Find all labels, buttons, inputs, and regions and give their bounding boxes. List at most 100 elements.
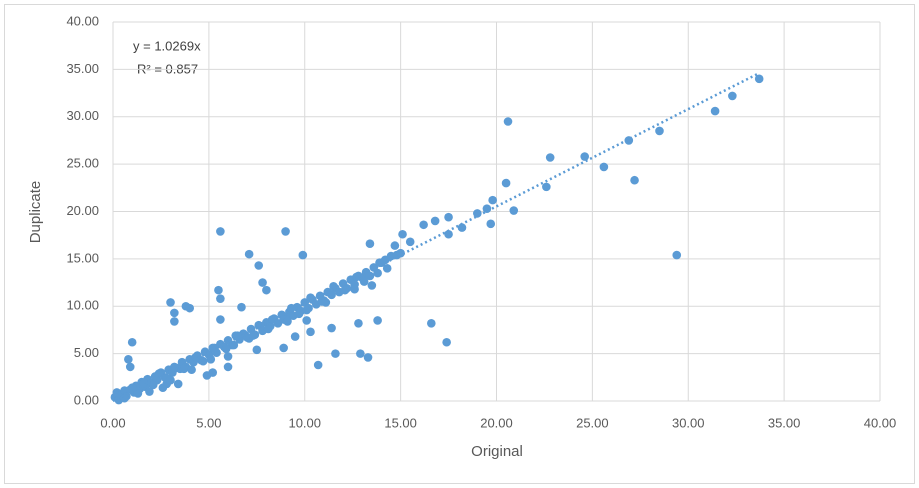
point bbox=[281, 227, 290, 236]
point bbox=[208, 368, 218, 377]
point bbox=[398, 229, 407, 239]
x-tick-label: 5.00 bbox=[196, 415, 221, 430]
point bbox=[206, 355, 216, 364]
point bbox=[430, 216, 440, 226]
point bbox=[382, 264, 392, 273]
y-axis-label: Duplicate bbox=[27, 181, 44, 244]
point bbox=[216, 227, 225, 236]
point bbox=[501, 178, 511, 188]
point bbox=[198, 356, 208, 366]
chart-border bbox=[4, 4, 915, 484]
point bbox=[754, 74, 764, 84]
point bbox=[283, 317, 292, 326]
point bbox=[127, 383, 137, 393]
point bbox=[375, 258, 384, 267]
point bbox=[302, 305, 311, 315]
point bbox=[229, 340, 239, 350]
point bbox=[655, 126, 664, 136]
point bbox=[264, 324, 273, 334]
x-axis-label: Original bbox=[471, 443, 523, 460]
point bbox=[187, 365, 196, 375]
trendline bbox=[112, 71, 760, 403]
y-tick-label: 10.00 bbox=[66, 298, 99, 313]
point bbox=[221, 344, 231, 354]
point bbox=[244, 249, 254, 259]
point bbox=[354, 319, 363, 328]
y-tick-label: 15.00 bbox=[66, 250, 99, 265]
trendline-equation: y = 1.0269x bbox=[133, 38, 201, 53]
point bbox=[599, 162, 609, 172]
x-tick-label: 20.00 bbox=[480, 415, 513, 430]
point bbox=[728, 91, 737, 101]
point bbox=[373, 316, 382, 325]
point bbox=[252, 345, 262, 355]
x-tick-label: 10.00 bbox=[288, 415, 321, 430]
point bbox=[488, 195, 497, 205]
x-tick-label: 0.00 bbox=[100, 415, 125, 430]
point bbox=[321, 298, 331, 307]
point bbox=[327, 290, 336, 300]
point bbox=[486, 219, 496, 229]
point bbox=[216, 294, 225, 303]
point bbox=[672, 250, 682, 260]
point bbox=[185, 303, 194, 313]
point bbox=[133, 389, 143, 398]
y-tick-label: 40.00 bbox=[66, 13, 99, 28]
x-tick-label: 30.00 bbox=[672, 415, 705, 430]
y-tick-label: 5.00 bbox=[74, 345, 99, 360]
point bbox=[262, 285, 271, 295]
point bbox=[363, 353, 373, 362]
y-tick-label: 0.00 bbox=[74, 392, 99, 407]
point bbox=[329, 282, 338, 291]
point bbox=[710, 106, 720, 116]
x-tick-label: 25.00 bbox=[576, 415, 609, 430]
point bbox=[367, 281, 377, 290]
point bbox=[365, 271, 375, 281]
point bbox=[125, 362, 135, 372]
point bbox=[419, 220, 428, 230]
y-tick-label: 30.00 bbox=[66, 108, 99, 123]
point bbox=[373, 268, 382, 278]
y-tick-label: 20.00 bbox=[66, 203, 99, 218]
point bbox=[127, 337, 137, 347]
point bbox=[302, 316, 311, 325]
point bbox=[120, 393, 129, 403]
point bbox=[427, 319, 436, 328]
point bbox=[148, 380, 158, 390]
point bbox=[279, 343, 288, 353]
y-tick-label: 25.00 bbox=[66, 156, 99, 171]
point bbox=[170, 362, 179, 372]
point bbox=[170, 308, 179, 318]
point bbox=[223, 362, 233, 372]
y-tick-label: 35.00 bbox=[66, 61, 99, 76]
x-tick-label: 15.00 bbox=[384, 415, 417, 430]
point bbox=[442, 337, 451, 347]
point bbox=[509, 206, 519, 215]
point bbox=[158, 383, 168, 393]
point bbox=[298, 250, 308, 260]
point bbox=[248, 331, 258, 340]
point bbox=[390, 241, 400, 250]
point bbox=[327, 323, 336, 333]
point bbox=[237, 302, 246, 312]
point bbox=[313, 360, 323, 370]
point bbox=[170, 317, 179, 326]
point bbox=[359, 277, 369, 286]
point bbox=[356, 349, 365, 358]
point bbox=[444, 229, 453, 239]
point bbox=[542, 182, 551, 192]
point bbox=[154, 369, 164, 378]
point bbox=[214, 285, 223, 295]
point bbox=[166, 298, 175, 307]
point bbox=[145, 387, 154, 396]
point bbox=[545, 153, 555, 162]
point bbox=[457, 223, 467, 232]
point bbox=[365, 239, 375, 249]
x-tick-label: 40.00 bbox=[864, 415, 897, 430]
point bbox=[306, 293, 315, 303]
point bbox=[630, 175, 639, 185]
point bbox=[173, 379, 183, 389]
point bbox=[444, 212, 453, 222]
point bbox=[405, 237, 415, 247]
